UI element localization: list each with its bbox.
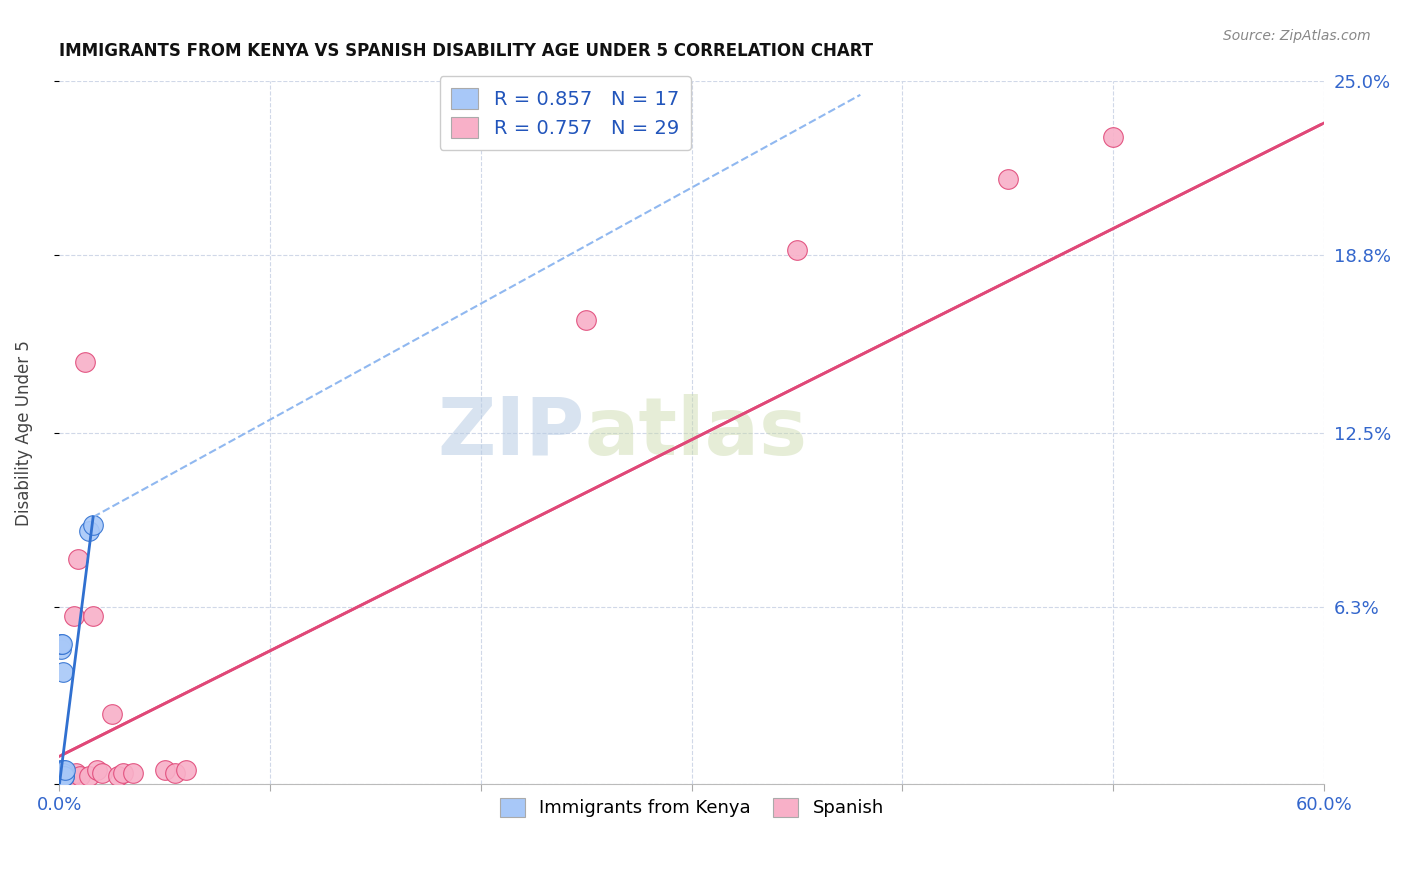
Point: [107, 769, 129, 783]
Point: [82, 518, 104, 533]
Text: Source: ZipAtlas.com: Source: ZipAtlas.com: [1223, 29, 1371, 43]
Point: [1102, 130, 1125, 145]
Y-axis label: Disability Age Under 5: Disability Age Under 5: [15, 340, 32, 525]
Point: [60, 769, 83, 783]
Point: [55, 769, 77, 783]
Point: [153, 764, 176, 778]
Point: [49, 769, 72, 783]
Point: [82, 608, 104, 623]
Point: [59, 769, 82, 783]
Point: [52, 766, 75, 780]
Point: [997, 172, 1019, 186]
Legend: Immigrants from Kenya, Spanish: Immigrants from Kenya, Spanish: [492, 790, 891, 825]
Point: [51, 665, 73, 679]
Point: [49, 766, 72, 780]
Text: atlas: atlas: [585, 393, 807, 472]
Point: [67, 552, 90, 566]
Point: [63, 608, 86, 623]
Point: [49, 772, 72, 786]
Point: [111, 766, 134, 780]
Point: [77, 524, 100, 538]
Point: [77, 769, 100, 783]
Point: [53, 764, 76, 778]
Point: [73, 355, 96, 369]
Point: [53, 772, 76, 786]
Point: [51, 642, 73, 657]
Point: [51, 766, 73, 780]
Point: [51, 764, 73, 778]
Point: [53, 769, 76, 783]
Point: [101, 707, 124, 722]
Point: [49, 772, 72, 786]
Point: [786, 243, 808, 257]
Point: [90, 766, 112, 780]
Text: ZIP: ZIP: [437, 393, 585, 472]
Text: IMMIGRANTS FROM KENYA VS SPANISH DISABILITY AGE UNDER 5 CORRELATION CHART: IMMIGRANTS FROM KENYA VS SPANISH DISABIL…: [59, 42, 873, 60]
Point: [86, 764, 108, 778]
Point: [52, 769, 75, 783]
Point: [51, 637, 73, 651]
Point: [49, 769, 72, 783]
Point: [51, 769, 73, 783]
Point: [49, 764, 72, 778]
Point: [174, 764, 197, 778]
Point: [122, 766, 145, 780]
Point: [69, 769, 91, 783]
Point: [51, 769, 73, 783]
Point: [575, 313, 598, 327]
Point: [51, 764, 73, 778]
Point: [65, 766, 87, 780]
Point: [52, 766, 75, 780]
Point: [165, 766, 187, 780]
Point: [51, 637, 73, 651]
